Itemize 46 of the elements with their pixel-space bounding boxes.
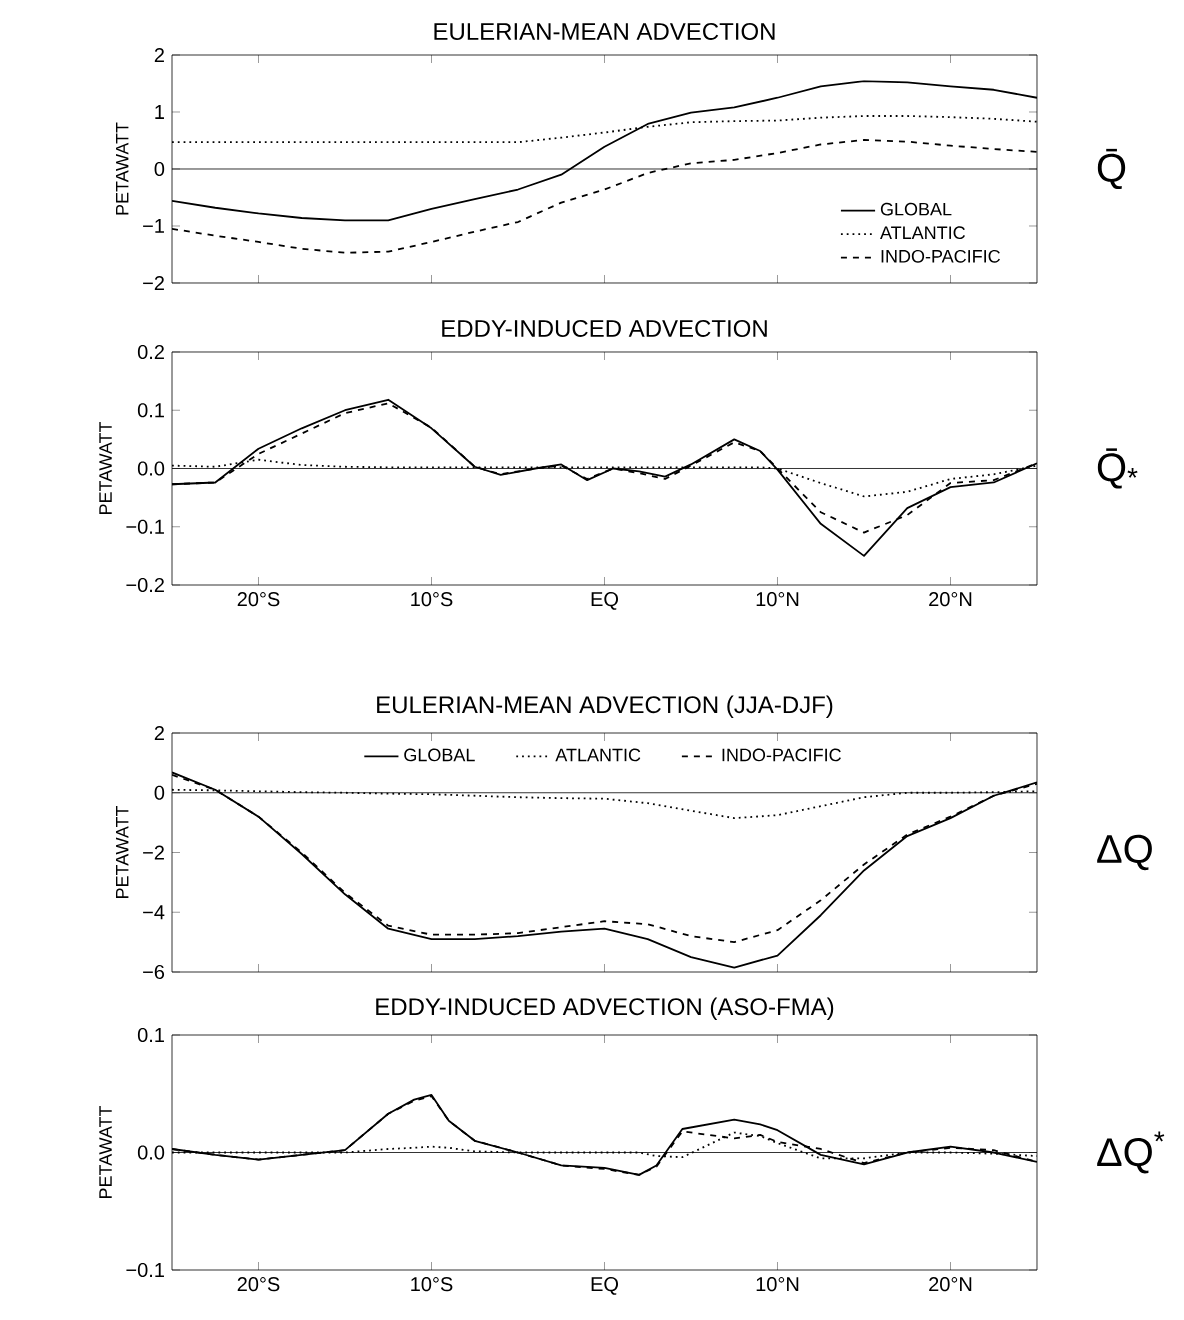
x-tick-label: 10°N: [756, 592, 799, 607]
y-tick-label: −0.1: [126, 1262, 164, 1278]
chart-title: EDDY-INDUCED ADVECTION (ASO-FMA): [376, 997, 834, 1020]
y-tick-label: 0: [154, 161, 165, 177]
y-tick-label: −2: [143, 845, 164, 860]
x-tick-label: 10°S: [411, 592, 453, 607]
y-axis-title: PETAWATT: [116, 805, 129, 899]
legend-label: GLOBAL: [404, 748, 475, 762]
y-tick-label: 0.2: [137, 344, 164, 360]
x-tick-label: 10°S: [411, 1277, 453, 1292]
y-tick-label: −0.2: [126, 577, 164, 593]
y-axis-title: PETAWATT: [99, 1105, 112, 1199]
x-tick-label: 20°N: [929, 592, 972, 607]
text: Q̄: [1097, 148, 1126, 190]
text: ΔQ: [1097, 834, 1152, 871]
x-tick-label: EQ: [591, 592, 619, 610]
y-tick-label: 0.1: [137, 403, 164, 418]
y-tick-label: −4: [143, 905, 165, 920]
legend-label: ATLANTIC: [555, 748, 641, 762]
text: ΔQ$^{*}$: [1097, 1131, 1165, 1174]
y-axis-title: PETAWATT: [116, 122, 129, 215]
y-tick-label: 0: [154, 785, 165, 800]
text: Q̄$_{*}$: [1097, 448, 1138, 489]
x-tick-label: 10°N: [756, 1277, 799, 1292]
y-tick-label: −1: [143, 219, 164, 233]
legend-label: ATLANTIC: [880, 226, 965, 240]
chart-title: EULERIAN-MEAN ADVECTION (JJA-DJF): [377, 695, 833, 718]
y-axis-title: PETAWATT: [99, 421, 112, 515]
y-tick-label: −2: [143, 276, 164, 290]
x-tick-label: EQ: [591, 1277, 619, 1295]
legend-label: GLOBAL: [880, 202, 952, 216]
y-tick-label: −6: [143, 964, 165, 980]
chart-title: EULERIAN-MEAN ADVECTION: [434, 22, 775, 40]
y-tick-label: 0.1: [137, 1027, 164, 1043]
x-tick-label: 20°S: [237, 592, 280, 607]
y-tick-label: 1: [155, 105, 164, 119]
x-tick-label: 20°S: [237, 1277, 280, 1292]
y-tick-label: 2: [154, 726, 164, 740]
y-tick-label: 2: [154, 48, 164, 62]
legend-label: INDO-PACIFIC: [881, 249, 1000, 263]
x-tick-label: 20°N: [929, 1277, 972, 1292]
y-tick-label: 0.0: [137, 1145, 165, 1160]
y-tick-label: 0.0: [137, 461, 165, 476]
chart-title: EDDY-INDUCED ADVECTION: [442, 319, 767, 337]
legend-label: INDO-PACIFIC: [722, 748, 841, 762]
y-tick-label: −0.1: [126, 519, 164, 534]
